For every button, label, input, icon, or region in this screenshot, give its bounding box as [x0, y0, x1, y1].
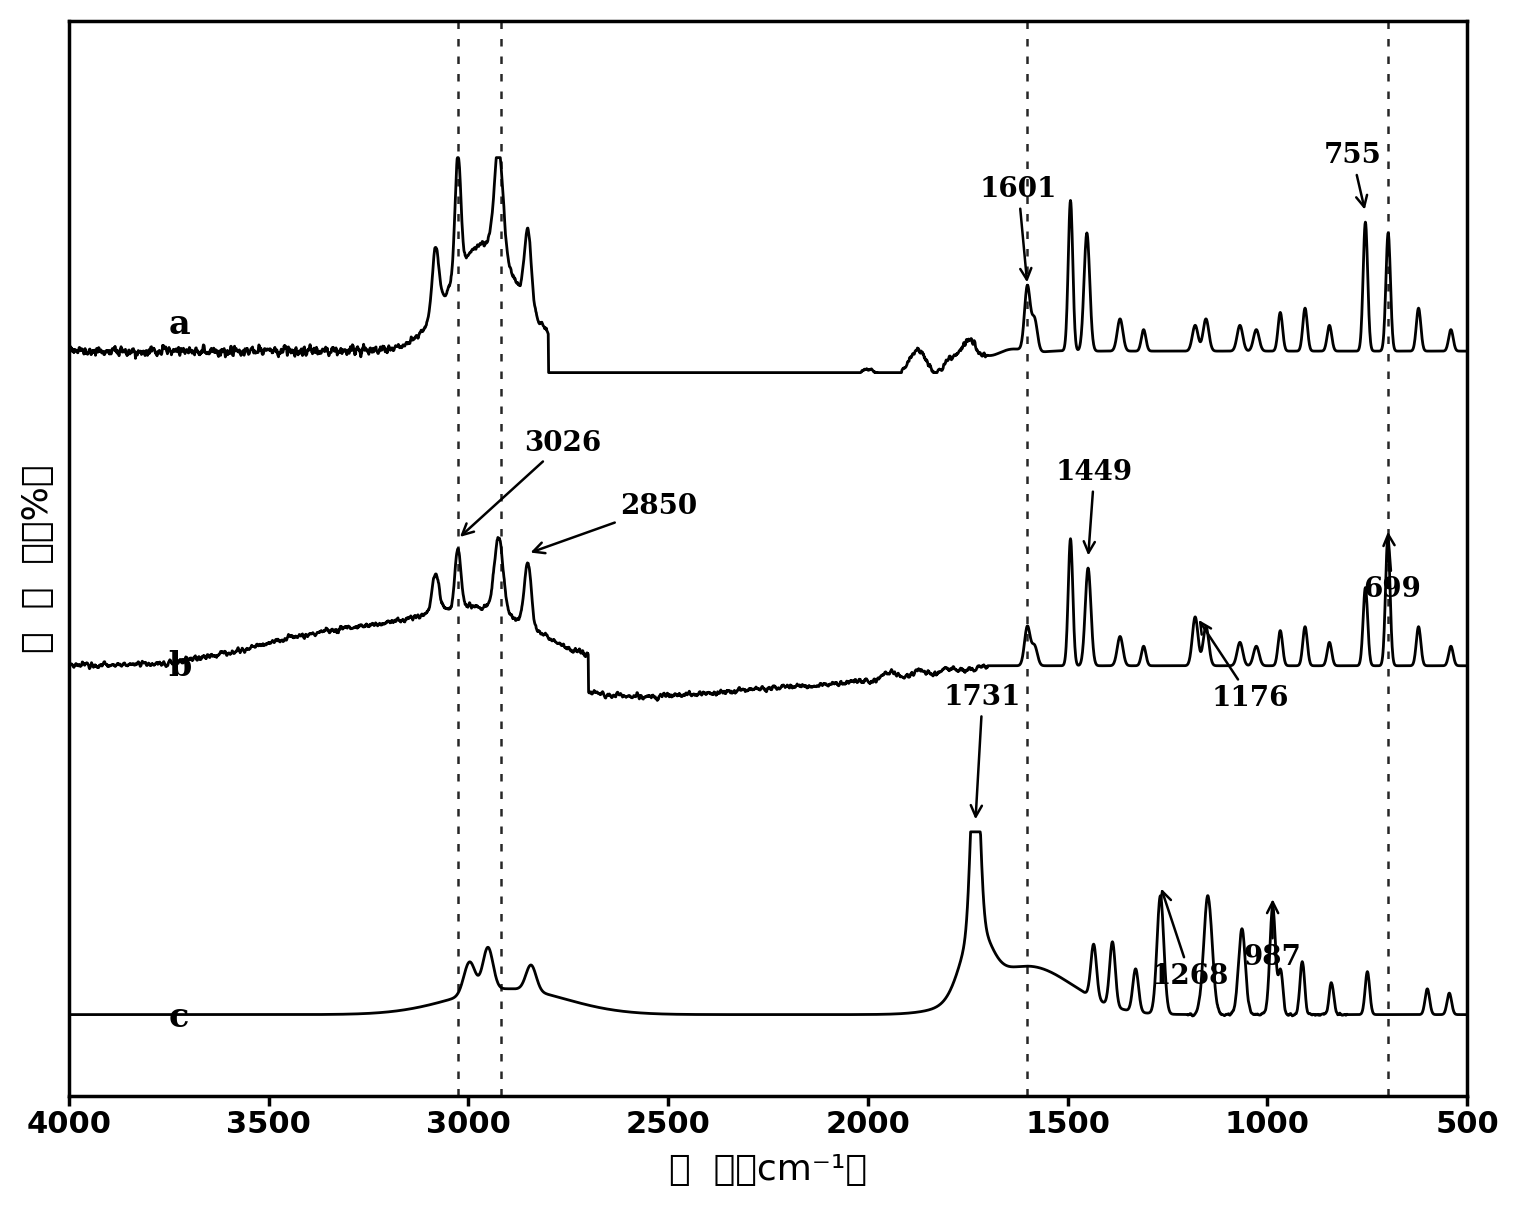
Text: 699: 699	[1363, 534, 1421, 603]
Text: 1176: 1176	[1201, 622, 1289, 712]
Text: 3026: 3026	[462, 430, 602, 535]
Text: 1449: 1449	[1056, 459, 1132, 553]
Text: 2850: 2850	[534, 493, 698, 553]
Text: 1268: 1268	[1152, 892, 1230, 989]
Text: 1601: 1601	[980, 176, 1058, 279]
Text: 755: 755	[1324, 143, 1382, 207]
Text: 1731: 1731	[944, 684, 1021, 817]
Text: 987: 987	[1243, 902, 1301, 971]
Text: c: c	[169, 1001, 188, 1034]
Text: a: a	[169, 308, 190, 341]
X-axis label: 波  数（cm⁻¹）: 波 数（cm⁻¹）	[669, 1154, 866, 1187]
Text: b: b	[169, 650, 192, 683]
Y-axis label: 透  光  率（%）: 透 光 率（%）	[21, 464, 55, 652]
